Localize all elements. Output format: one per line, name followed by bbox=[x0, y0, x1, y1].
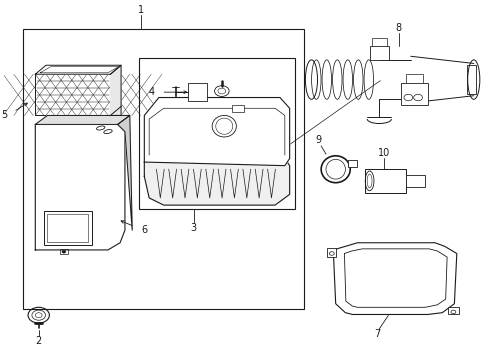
Polygon shape bbox=[144, 158, 289, 205]
Bar bbox=[364, 169, 405, 193]
Bar bbox=[400, 83, 427, 105]
Text: 10: 10 bbox=[377, 148, 389, 158]
Circle shape bbox=[62, 250, 66, 253]
Bar bbox=[347, 159, 357, 167]
Text: 7: 7 bbox=[373, 329, 379, 339]
Bar bbox=[466, 65, 475, 94]
Polygon shape bbox=[35, 125, 125, 250]
Bar bbox=[187, 83, 207, 101]
Bar bbox=[369, 45, 388, 60]
Bar bbox=[35, 74, 110, 116]
Bar bbox=[231, 105, 243, 112]
Polygon shape bbox=[144, 98, 289, 166]
Bar bbox=[47, 214, 88, 242]
Bar bbox=[405, 74, 422, 83]
Polygon shape bbox=[35, 65, 121, 74]
Polygon shape bbox=[110, 65, 121, 116]
Bar bbox=[327, 248, 335, 257]
Text: 1: 1 bbox=[138, 5, 144, 15]
Bar bbox=[139, 58, 294, 209]
Text: 2: 2 bbox=[36, 336, 42, 346]
Text: 3: 3 bbox=[190, 224, 196, 233]
Polygon shape bbox=[118, 116, 132, 230]
Bar bbox=[405, 175, 425, 187]
Polygon shape bbox=[333, 243, 456, 315]
Text: 6: 6 bbox=[141, 225, 147, 235]
Bar bbox=[60, 249, 68, 253]
Text: 5: 5 bbox=[0, 111, 7, 121]
Text: 8: 8 bbox=[395, 23, 401, 33]
Bar bbox=[371, 39, 386, 45]
Polygon shape bbox=[35, 116, 129, 125]
Text: 4: 4 bbox=[148, 87, 154, 97]
Bar bbox=[447, 307, 458, 315]
Bar bbox=[43, 211, 92, 245]
Bar bbox=[23, 30, 304, 309]
Text: 9: 9 bbox=[315, 135, 321, 145]
